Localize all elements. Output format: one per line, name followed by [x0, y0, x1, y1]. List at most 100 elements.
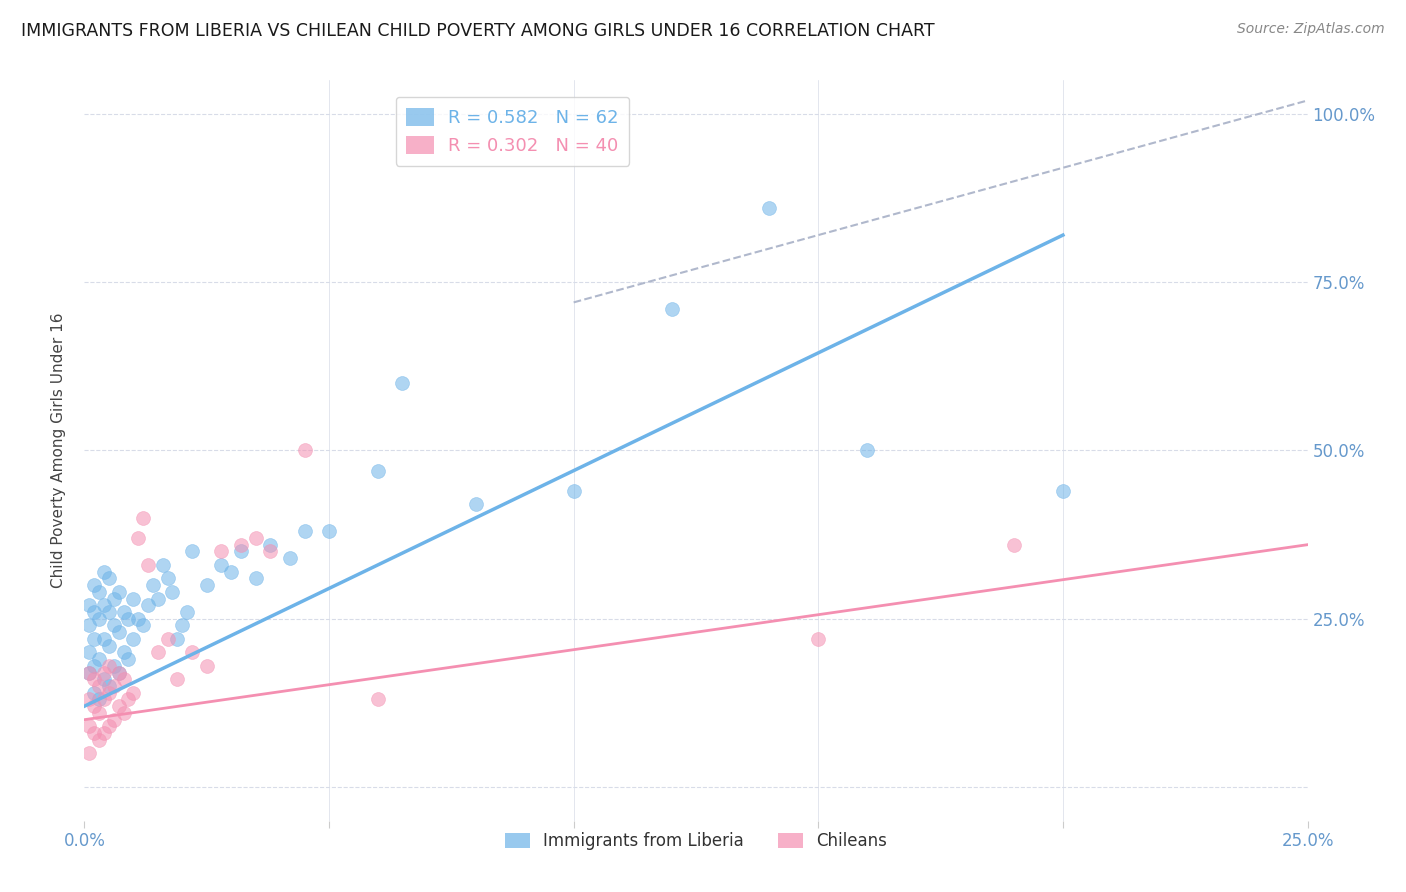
Text: Source: ZipAtlas.com: Source: ZipAtlas.com	[1237, 22, 1385, 37]
Point	[112, 673, 135, 687]
Point	[77, 599, 100, 613]
Point	[117, 612, 139, 626]
Point	[259, 538, 281, 552]
Point	[132, 510, 155, 524]
Point	[97, 686, 120, 700]
Point	[367, 464, 389, 478]
Point	[87, 706, 110, 720]
Point	[112, 605, 135, 619]
Point	[87, 584, 110, 599]
Point	[87, 732, 110, 747]
Point	[97, 571, 120, 585]
Point	[83, 578, 105, 592]
Point	[245, 571, 267, 585]
Point	[117, 692, 139, 706]
Point	[136, 558, 159, 572]
Point	[103, 658, 125, 673]
Point	[162, 584, 184, 599]
Point	[367, 692, 389, 706]
Point	[93, 632, 115, 646]
Point	[758, 201, 780, 215]
Point	[391, 376, 413, 391]
Point	[83, 673, 105, 687]
Point	[77, 747, 100, 761]
Point	[229, 538, 252, 552]
Point	[132, 618, 155, 632]
Point	[83, 658, 105, 673]
Point	[93, 565, 115, 579]
Y-axis label: Child Poverty Among Girls Under 16: Child Poverty Among Girls Under 16	[51, 313, 66, 588]
Point	[97, 639, 120, 653]
Point	[229, 544, 252, 558]
Point	[127, 531, 149, 545]
Point	[146, 645, 169, 659]
Point	[87, 679, 110, 693]
Point	[219, 565, 242, 579]
Point	[209, 544, 232, 558]
Point	[181, 645, 204, 659]
Point	[87, 612, 110, 626]
Point	[166, 673, 188, 687]
Point	[97, 679, 120, 693]
Point	[83, 699, 105, 714]
Point	[294, 524, 316, 539]
Point	[83, 686, 105, 700]
Point	[93, 673, 115, 687]
Point	[107, 584, 129, 599]
Point	[562, 483, 585, 498]
Point	[77, 665, 100, 680]
Point	[87, 652, 110, 666]
Point	[245, 531, 267, 545]
Point	[112, 645, 135, 659]
Point	[93, 692, 115, 706]
Point	[93, 665, 115, 680]
Point	[77, 692, 100, 706]
Point	[77, 719, 100, 733]
Point	[103, 679, 125, 693]
Point	[1052, 483, 1074, 498]
Point	[97, 719, 120, 733]
Point	[103, 618, 125, 632]
Point	[77, 645, 100, 659]
Point	[97, 658, 120, 673]
Point	[156, 571, 179, 585]
Point	[97, 605, 120, 619]
Point	[136, 599, 159, 613]
Point	[807, 632, 830, 646]
Point	[77, 665, 100, 680]
Point	[1002, 538, 1025, 552]
Point	[93, 599, 115, 613]
Point	[195, 578, 218, 592]
Point	[152, 558, 174, 572]
Point	[146, 591, 169, 606]
Point	[103, 713, 125, 727]
Point	[856, 443, 879, 458]
Point	[107, 625, 129, 640]
Point	[83, 726, 105, 740]
Point	[107, 665, 129, 680]
Point	[259, 544, 281, 558]
Point	[107, 665, 129, 680]
Point	[127, 612, 149, 626]
Point	[87, 692, 110, 706]
Point	[156, 632, 179, 646]
Point	[142, 578, 165, 592]
Point	[77, 618, 100, 632]
Point	[93, 726, 115, 740]
Point	[117, 652, 139, 666]
Point	[122, 686, 145, 700]
Point	[166, 632, 188, 646]
Point	[181, 544, 204, 558]
Point	[278, 551, 301, 566]
Point	[83, 605, 105, 619]
Point	[176, 605, 198, 619]
Point	[209, 558, 232, 572]
Point	[172, 618, 194, 632]
Point	[195, 658, 218, 673]
Legend: Immigrants from Liberia, Chileans: Immigrants from Liberia, Chileans	[499, 825, 893, 856]
Point	[103, 591, 125, 606]
Point	[294, 443, 316, 458]
Point	[83, 632, 105, 646]
Text: IMMIGRANTS FROM LIBERIA VS CHILEAN CHILD POVERTY AMONG GIRLS UNDER 16 CORRELATIO: IMMIGRANTS FROM LIBERIA VS CHILEAN CHILD…	[21, 22, 935, 40]
Point	[661, 302, 683, 317]
